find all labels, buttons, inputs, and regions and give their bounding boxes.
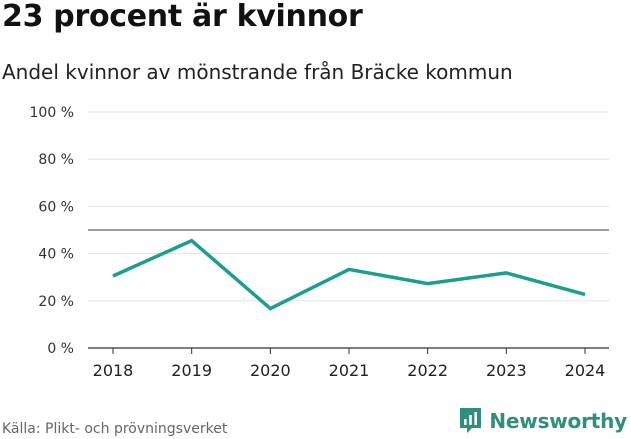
series-line-0	[112, 238, 586, 311]
x-tick-label: 2024	[565, 361, 606, 380]
x-tick-label: 2021	[329, 361, 370, 380]
y-tick-label: 100 %	[30, 105, 74, 121]
brand-logo: Newsworthy	[458, 407, 627, 434]
x-tick-label: 2020	[250, 361, 291, 380]
x-tick-label: 2022	[407, 361, 448, 380]
newsworthy-logo-icon	[460, 408, 482, 433]
chart-title: 23 procent är kvinnor	[2, 0, 363, 34]
x-tick-label: 2023	[486, 361, 527, 380]
y-tick-label: 60 %	[38, 199, 74, 215]
line-chart-svg: 0 % 20 % 40 % 60 % 80 % 100 % 2018 2019 2020 2021…	[30, 105, 609, 380]
y-tick-label: 20 %	[38, 294, 74, 310]
line-chart: 0 % 20 % 40 % 60 % 80 % 100 % 2018 2019 2020 2021…	[0, 95, 631, 390]
x-tick-label: 2019	[171, 361, 212, 380]
y-tick-label: 80 %	[38, 152, 74, 168]
y-tick-label: 40 %	[38, 247, 74, 263]
x-tick-label: 2018	[93, 361, 134, 380]
source-note: Källa: Plikt- och prövningsverket	[2, 421, 228, 437]
y-tick-label: 0 %	[47, 341, 74, 357]
chart-subtitle: Andel kvinnor av mönstrande från Bräcke …	[2, 60, 513, 84]
brand-name: Newsworthy	[489, 408, 627, 433]
